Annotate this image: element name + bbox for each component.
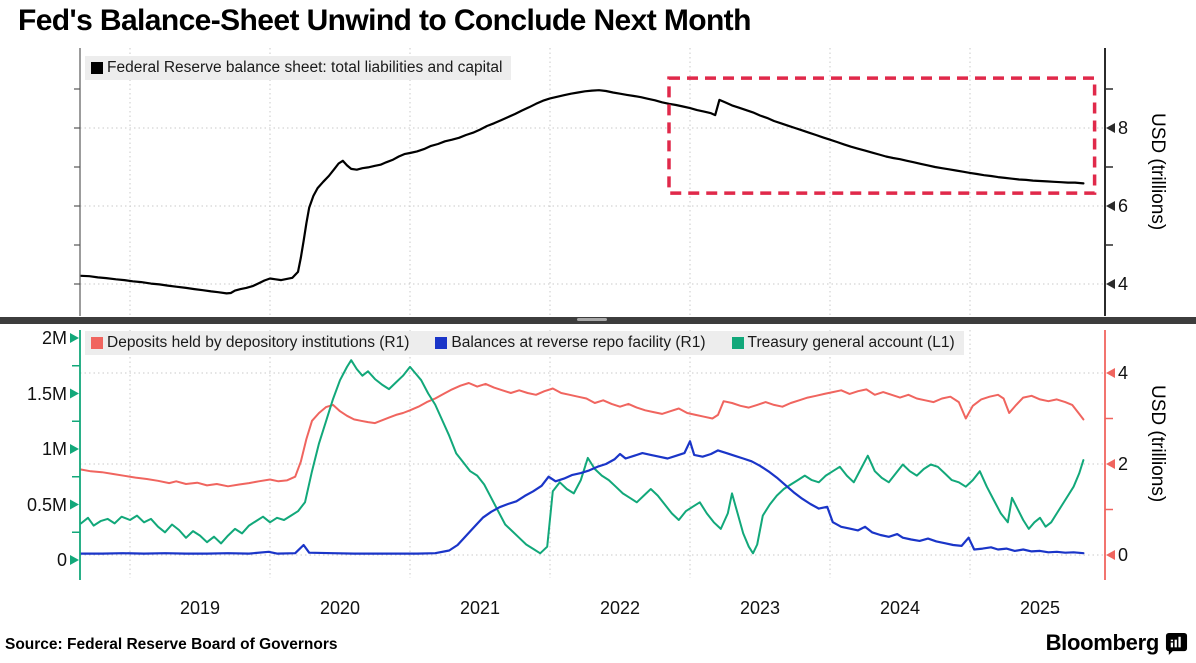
bottom-left-axis-tick-label: 2M [41,328,67,348]
fed-total-legend-swatch [91,62,103,74]
fed-total-line [79,89,1085,295]
x-axis-year-label: 2023 [739,598,781,618]
reverse-repo-line [79,440,1085,555]
bottom-right-axis-tick-label: 0 [1118,545,1129,565]
bottom-right-axis-title: USD (trillions) [1147,385,1168,503]
unwind-highlight-dashed-box [667,76,1097,195]
bottom-legend: Deposits held by depository institutions… [85,331,964,355]
reverse-repo-legend-label: Balances at reverse repo facility (R1) [451,334,706,351]
fed-total-legend-label: Federal Reserve balance sheet: total lia… [107,59,503,76]
page-title: Fed's Balance-Sheet Unwind to Conclude N… [18,4,751,37]
panel-separator-grip[interactable] [577,318,607,321]
top-right-axis-tick-label: 6 [1118,196,1129,216]
bottom-right-axis-tick-label: 4 [1118,363,1129,383]
deposits-legend-swatch [91,337,103,349]
x-axis-year-label: 2019 [179,598,221,618]
bar-chart-speech-bubble-icon [1165,632,1188,655]
deposits-line [80,382,1085,488]
source-text: Source: Federal Reserve Board of Governo… [5,636,338,653]
top-right-axis-arrow-tick [1106,201,1115,211]
bloomberg-brand: Bloomberg [1046,630,1188,656]
top-right-axis-arrow-tick [1106,123,1115,133]
tga-legend-label: Treasury general account (L1) [747,334,955,351]
tga-line [80,359,1085,555]
top-legend: Federal Reserve balance sheet: total lia… [85,56,512,80]
x-axis-year-label: 2022 [599,598,641,618]
bottom-left-axis-arrow-tick [70,333,79,343]
top-right-axis-tick-label: 8 [1118,118,1129,138]
top-right-axis-title: USD (trillions) [1147,113,1168,231]
legend-item-deposits: Deposits held by depository institutions… [91,334,409,352]
bottom-right-axis-arrow-tick [1106,550,1115,560]
bottom-left-axis-arrow-tick [70,499,79,510]
bottom-left-axis-tick-label: 0 [56,550,67,570]
bloomberg-wordmark: Bloomberg [1045,630,1160,655]
bottom-left-axis-tick-label: 1M [41,439,67,459]
deposits-legend-label: Deposits held by depository institutions… [107,334,410,351]
legend-item-reverse-repo: Balances at reverse repo facility (R1) [435,334,706,352]
bottom-left-axis-arrow-tick [70,388,79,399]
tga-legend-swatch [731,337,744,349]
bottom-left-axis-arrow-tick [70,444,79,454]
bottom-right-axis-tick-label: 2 [1118,454,1129,474]
bottom-left-axis-tick-label: 0.5M [26,494,67,515]
x-axis-year-label: 2025 [1019,598,1061,618]
legend-item-tga: Treasury general account (L1) [731,334,955,352]
x-axis-year-label: 2021 [459,598,501,618]
bottom-left-axis-arrow-tick [70,555,79,565]
top-right-axis-tick-label: 4 [1118,274,1129,294]
bottom-right-axis-arrow-tick [1106,368,1115,378]
bottom-left-axis-tick-label: 1.5M [26,383,67,404]
x-axis-year-label: 2020 [319,598,361,618]
bottom-right-axis-arrow-tick [1106,459,1115,469]
reverse-repo-legend-swatch [435,337,448,349]
x-axis-year-label: 2024 [879,598,921,618]
top-right-axis-arrow-tick [1106,279,1115,289]
